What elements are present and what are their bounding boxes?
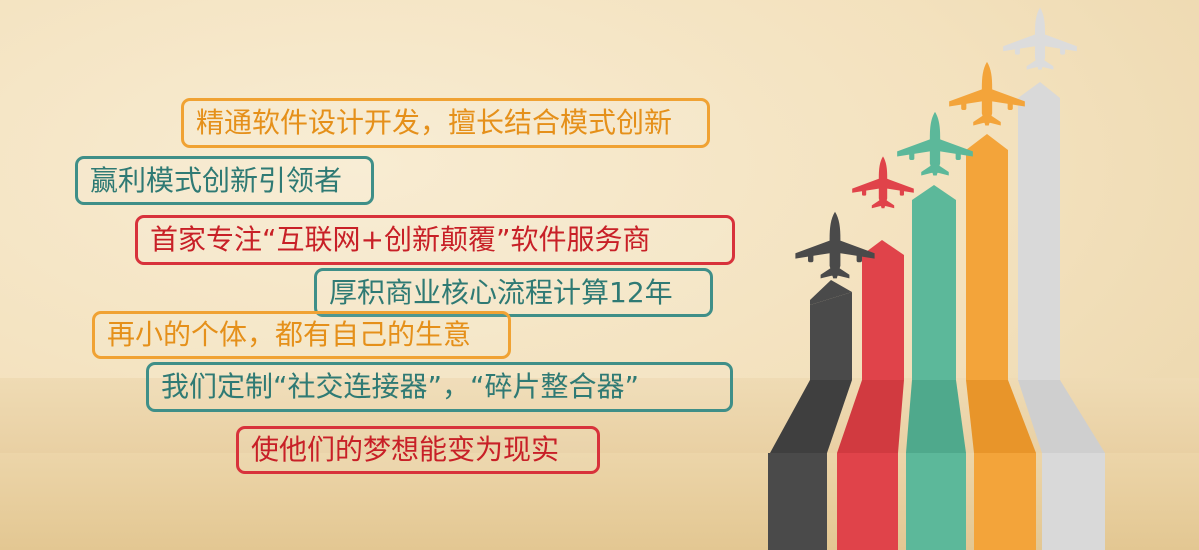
stripe-orange <box>966 134 1036 550</box>
airplane-icon-gray <box>1003 7 1077 70</box>
slogan-tag-4: 厚积商业核心流程计算12年 <box>314 268 713 317</box>
airplane-icon-green <box>897 111 973 176</box>
slogan-tag-5: 再小的个体，都有自己的生意 <box>92 311 511 359</box>
slogan-text-4: 厚积商业核心流程计算12年 <box>329 275 673 309</box>
slogan-text-5: 再小的个体，都有自己的生意 <box>107 318 472 351</box>
slogan-text-7: 使他们的梦想能变为现实 <box>251 433 560 466</box>
slogan-text-1: 精通软件设计开发，擅长结合模式创新 <box>196 106 673 139</box>
slogan-tag-2: 赢利模式创新引领者 <box>75 156 374 205</box>
slogan-tag-7: 使他们的梦想能变为现实 <box>236 426 600 474</box>
stripe-green <box>906 185 966 550</box>
airplane-icon-red <box>852 156 914 209</box>
stripe-dark <box>768 280 852 550</box>
slogan-tag-6: 我们定制“社交连接器”，“碎片整合器” <box>146 362 733 412</box>
slogan-text-6: 我们定制“社交连接器”，“碎片整合器” <box>161 370 640 403</box>
slogan-tag-3: 首家专注“互联网+创新颠覆”软件服务商 <box>135 215 735 265</box>
slogan-tag-1: 精通软件设计开发，擅长结合模式创新 <box>181 98 710 148</box>
stripe-red <box>837 240 904 550</box>
airplanes-illustration <box>768 7 1105 550</box>
stripe-gray <box>1018 82 1105 550</box>
slogan-text-3: 首家专注“互联网+创新颠覆”软件服务商 <box>150 223 651 256</box>
airplane-icon-orange <box>949 61 1025 126</box>
slogan-text-2: 赢利模式创新引领者 <box>90 163 343 197</box>
